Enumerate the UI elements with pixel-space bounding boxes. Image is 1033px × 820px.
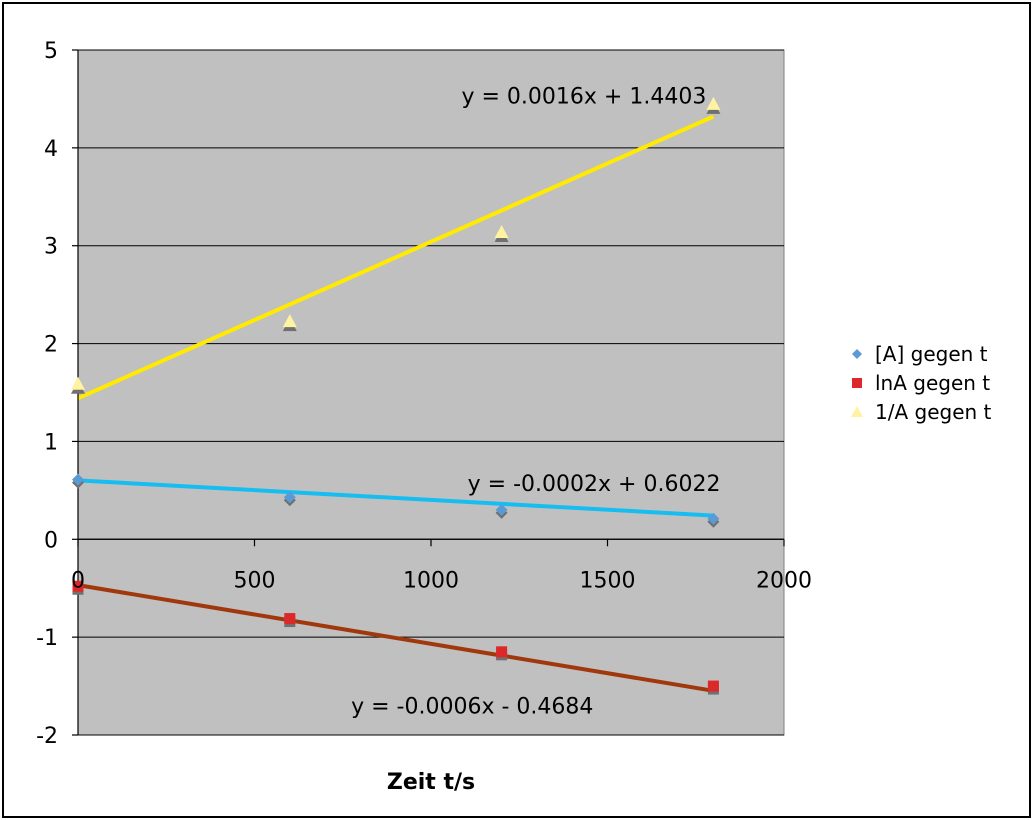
x-tick-label: 0 — [71, 568, 85, 593]
y-tick-label: -1 — [36, 626, 58, 651]
data-point — [72, 473, 84, 486]
x-tick-label: 1000 — [403, 568, 459, 593]
legend-marker — [852, 378, 862, 388]
data-point — [71, 376, 85, 390]
trendline-equations: y = -0.0002x + 0.6022 y = -0.0006x - 0.46… — [351, 85, 720, 720]
data-point — [707, 680, 719, 692]
legend-item: [A] gegen t — [852, 342, 988, 366]
x-axis-label: Zeit t/s — [387, 770, 475, 795]
x-tick-label: 1500 — [580, 568, 636, 593]
data-point — [283, 491, 296, 504]
legend-item: lnA gegen t — [852, 371, 990, 395]
trendline — [77, 478, 714, 518]
legend-label: lnA gegen t — [875, 371, 990, 395]
data-point — [706, 96, 721, 110]
y-tick-label: 0 — [44, 528, 58, 553]
legend-marker — [851, 406, 863, 417]
y-tick-label: 2 — [44, 333, 58, 358]
y-tick-label: 3 — [44, 235, 58, 260]
trendline — [77, 114, 715, 401]
y-tick-label: 1 — [44, 430, 58, 455]
data-point — [495, 503, 508, 516]
data-point — [284, 613, 296, 625]
trendline-equation: y = -0.0002x + 0.6022 — [468, 472, 721, 497]
x-tick-label: 2000 — [756, 568, 812, 593]
data-point — [494, 225, 509, 239]
data-point — [72, 580, 84, 592]
legend-item: 1/A gegen t — [851, 400, 992, 424]
data-point — [496, 646, 508, 658]
x-tick-label: 500 — [234, 568, 276, 593]
y-tick-label: 5 — [44, 39, 58, 64]
trendlines — [77, 114, 715, 693]
tick-labels: -2 -1 0 1 2 3 4 5 0 500 1000 1500 2000 — [36, 39, 812, 749]
y-tick-label: -2 — [36, 724, 58, 749]
trendline-equation: y = -0.0006x - 0.4684 — [351, 695, 593, 720]
data-markers — [71, 96, 721, 695]
legend-label: [A] gegen t — [875, 342, 988, 366]
data-point — [282, 314, 297, 328]
plot-area — [77, 49, 785, 736]
legend: [A] gegen t lnA gegen t 1/A gegen t — [851, 342, 992, 424]
data-point — [707, 512, 720, 525]
trendline — [77, 583, 714, 693]
legend-label: 1/A gegen t — [875, 400, 992, 424]
y-tick-label: 4 — [44, 137, 58, 162]
trendline-equation: y = 0.0016x + 1.4403 — [461, 85, 706, 110]
legend-marker — [852, 349, 862, 359]
